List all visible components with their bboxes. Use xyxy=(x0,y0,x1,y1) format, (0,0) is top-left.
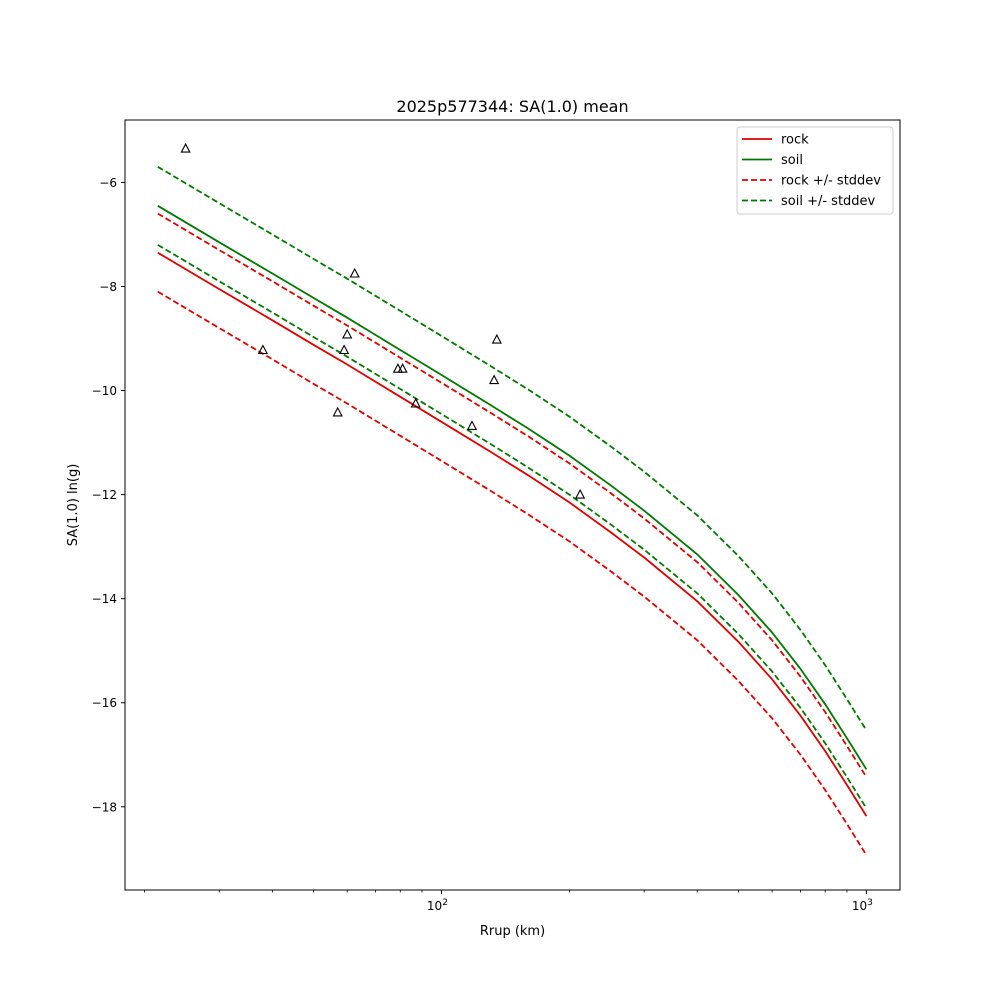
x-axis: 102 103 xyxy=(144,890,873,913)
observation-marker xyxy=(491,333,502,344)
x-tick-label: 103 xyxy=(852,898,873,913)
observation-marker xyxy=(180,142,191,153)
series-soil-line xyxy=(157,205,868,770)
observation-marker xyxy=(466,420,478,430)
y-tick-label: −12 xyxy=(92,488,117,502)
x-axis-label: Rrup (km) xyxy=(480,924,545,939)
y-tick-label: −10 xyxy=(92,384,117,398)
y-tick-label: −18 xyxy=(92,800,117,814)
observation-marker xyxy=(410,397,421,408)
legend-entry-label: soil xyxy=(781,153,803,168)
series-soil-stddev-bound-upper xyxy=(157,166,868,731)
x-tick-exponent: 2 xyxy=(442,898,448,908)
x-tick-base: 10 xyxy=(427,899,442,913)
observation-marker xyxy=(332,406,343,417)
legend-entry-label: rock +/- stddev xyxy=(781,174,881,189)
x-tick-exponent: 3 xyxy=(867,898,873,908)
x-tick-label: 102 xyxy=(427,898,448,913)
y-tick-label: −16 xyxy=(92,696,117,710)
series-soil-stddev-bound-lower xyxy=(157,244,868,809)
observation-marker xyxy=(349,267,360,278)
legend-entry-label: soil +/- stddev xyxy=(781,194,876,209)
observation-marker xyxy=(342,328,353,339)
series-rock-line xyxy=(157,251,868,817)
observation-marker xyxy=(257,344,269,355)
chart-title: 2025p577344: SA(1.0) mean xyxy=(396,97,628,116)
legend-box xyxy=(736,126,894,215)
y-axis: −6 −8 −10 −12 −14 −16 −18 xyxy=(92,176,125,814)
y-tick-label: −6 xyxy=(99,176,117,190)
observation-marker xyxy=(397,363,408,373)
curves-layer xyxy=(157,166,868,856)
observation-marker xyxy=(338,344,350,355)
series-rock-stddev-bound-upper xyxy=(157,212,868,778)
observation-marker xyxy=(488,374,500,385)
legend-entry-label: rock xyxy=(781,133,809,148)
observations-layer xyxy=(180,142,586,499)
observation-marker xyxy=(574,488,586,499)
legend: rock soil rock +/- stddev soil +/- stddev xyxy=(736,126,894,215)
plot-area xyxy=(157,142,868,856)
y-axis-label: SA(1.0) ln(g) xyxy=(66,464,81,547)
y-tick-label: −8 xyxy=(99,280,117,294)
series-rock-stddev-bound-lower xyxy=(157,290,868,856)
y-tick-label: −14 xyxy=(92,592,117,606)
plot-frame xyxy=(124,119,901,891)
x-tick-base: 10 xyxy=(852,899,867,913)
